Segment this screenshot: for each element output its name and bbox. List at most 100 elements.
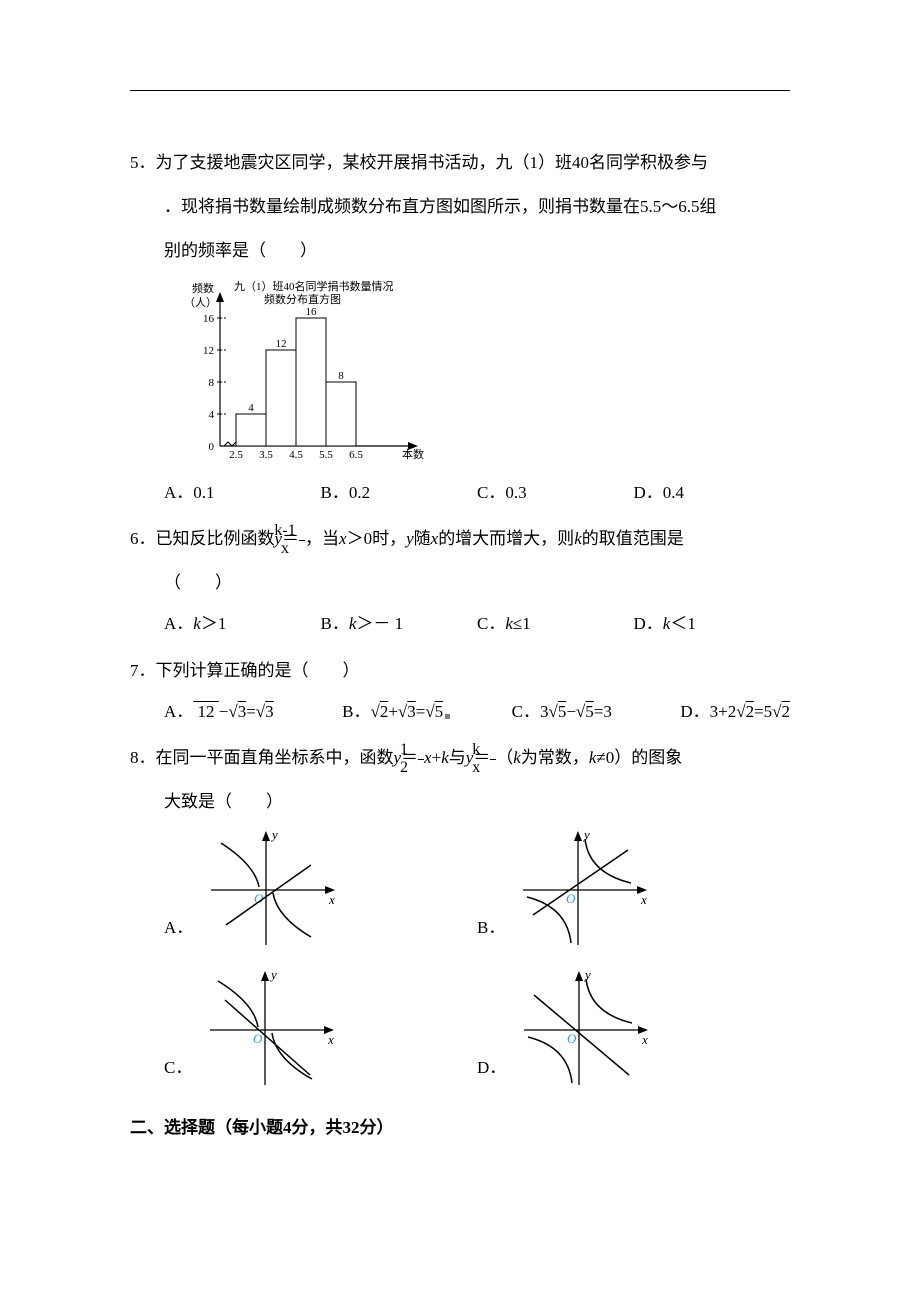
q6-opt-b: B．k＞－ 1 [321, 605, 478, 642]
svg-text:频数分布直方图: 频数分布直方图 [264, 292, 341, 306]
q8-p3: ≠0）的图象 [596, 748, 682, 767]
q7-number: 7． [130, 661, 156, 680]
q7-line1: 7．下列计算正确的是（ ） [130, 649, 790, 693]
q8-graph-row2: C． yxO D． yxO [164, 965, 790, 1095]
q5-line1: 5．为了支援地震灾区同学，某校开展捐书活动，九（1）班40名同学积极参与 [130, 141, 790, 185]
q6-oc-k: k [505, 614, 513, 633]
svg-text:12: 12 [203, 345, 214, 357]
q6-options: A．k＞1 B．k＞－ 1 C．k≤1 D．k＜1 [130, 605, 790, 642]
q6-ob-v: ＞－ 1 [356, 614, 403, 633]
q6-oc-v: ≤1 [513, 614, 531, 633]
q8-graph-c: y x O [200, 965, 340, 1095]
q8-graph-row1: A． yxO B． yxO [164, 825, 790, 955]
top-rule [130, 90, 790, 91]
q7-oa-l: A． [164, 702, 193, 721]
q6-y2: y [406, 529, 414, 548]
svg-text:y: y [583, 967, 591, 982]
q7-opt-c: C．3√5−√5=3 [512, 693, 612, 730]
svg-text:16: 16 [203, 313, 215, 325]
svg-text:0: 0 [209, 441, 215, 453]
q5-line2: ．现将捐书数量绘制成频数分布直方图如图所示，则捐书数量在5.5～6.5组 [130, 185, 790, 229]
svg-text:O: O [253, 1031, 263, 1046]
svg-text:4.5: 4.5 [289, 449, 303, 461]
q5-opt-d: D．0.4 [634, 474, 791, 511]
q8-graph-a: yxO [201, 825, 341, 955]
question-6: 6．已知反比例函数y＝k-1x，当x＞0时，y随x的增大而增大，则k的取值范围是… [130, 517, 790, 643]
svg-text:y: y [269, 967, 277, 982]
q6-number: 6． [130, 529, 156, 548]
svg-text:6.5: 6.5 [349, 449, 363, 461]
svg-text:（人）: （人） [184, 296, 217, 309]
q6-oa-l: A． [164, 614, 193, 633]
svg-text:8: 8 [338, 370, 344, 382]
q6-oa-v: ＞1 [201, 614, 227, 633]
q6-end2: 的取值范围是 [582, 529, 684, 548]
q7-opt-b: B．√2+√3=√5 [342, 693, 443, 730]
question-8: 8．在同一平面直角坐标系中，函数y＝12x+k与y＝kx（k为常数，k≠0）的图… [130, 736, 790, 1094]
q7-ob-l: B． [342, 702, 370, 721]
q6-mid: ，当 [305, 529, 339, 548]
q6-pre: 已知反比例函数 [156, 529, 275, 548]
q5-opt-c: C．0.3 [477, 474, 634, 511]
svg-text:4: 4 [209, 409, 215, 421]
q6-opt-d: D．k＜1 [634, 605, 791, 642]
q5-opt-a: A．0.1 [164, 474, 321, 511]
q8-mid: 与 [449, 748, 466, 767]
q8-line1: 8．在同一平面直角坐标系中，函数y＝12x+k与y＝kx（k为常数，k≠0）的图… [130, 736, 790, 780]
q6-od-l: D． [634, 614, 663, 633]
q7-options: A． 12 −√3=√3 B．√2+√3=√5 C．3√5−√5=3 D．3+2… [130, 693, 790, 730]
q8-label-d: D． [477, 1046, 506, 1094]
svg-text:5.5: 5.5 [319, 449, 333, 461]
q8-graph-b: yxO [513, 825, 653, 955]
q8-graph-d: y x O [514, 965, 654, 1095]
q8-label-b: B． [477, 906, 505, 954]
q5-number: 5． [130, 153, 156, 172]
q7-text: 下列计算正确的是（ ） [156, 661, 360, 680]
q5-options: A．0.1 B．0.2 C．0.3 D．0.4 [130, 474, 790, 511]
svg-text:x: x [327, 1032, 334, 1047]
q7-od-l: D． [680, 702, 709, 721]
svg-text:频数: 频数 [192, 281, 214, 295]
question-7: 7．下列计算正确的是（ ） A． 12 −√3=√3 B．√2+√3=√5 C．… [130, 649, 790, 731]
question-5: 5．为了支援地震灾区同学，某校开展捐书活动，九（1）班40名同学积极参与 ．现将… [130, 141, 790, 511]
svg-text:16: 16 [306, 306, 318, 318]
svg-text:x: x [640, 892, 647, 907]
q8-graph-b-cell: B． yxO [477, 825, 790, 955]
q8-graph-d-cell: D． y x O [477, 965, 790, 1095]
q8-graph-c-cell: C． yxO [164, 965, 477, 1095]
q6-od-v: ＜1 [670, 614, 696, 633]
q8-p1: （ [496, 748, 513, 767]
q6-k: k [574, 529, 582, 548]
q8-k2: k [513, 748, 521, 767]
svg-text:O: O [566, 891, 576, 906]
q7-opt-a: A． 12 −√3=√3 [164, 693, 274, 730]
q7-opt-d: D．3+2√2=5√2 [680, 693, 790, 730]
q8-number: 8． [130, 748, 156, 767]
q6-ob-l: B． [321, 614, 349, 633]
q6-opt-c: C．k≤1 [477, 605, 634, 642]
q8-label-a: A． [164, 906, 193, 954]
svg-text:本数: 本数 [402, 447, 424, 461]
q6-oc-l: C． [477, 614, 505, 633]
svg-text:九（1）班40名同学捐书数量情况: 九（1）班40名同学捐书数量情况 [234, 279, 394, 293]
svg-text:12: 12 [276, 338, 287, 350]
q8-k: k [441, 748, 449, 767]
q5-line3: 别的频率是（ ） [130, 229, 790, 273]
q8-x: x [424, 748, 432, 767]
svg-text:2.5: 2.5 [229, 449, 243, 461]
svg-text:O: O [567, 1031, 577, 1046]
q8-graph-a-cell: A． yxO [164, 825, 477, 955]
svg-text:x: x [641, 1032, 648, 1047]
q8-line2: 大致是（ ） [130, 780, 790, 824]
q6-paren: （ ） [130, 561, 790, 605]
q6-oa-k: k [193, 614, 201, 633]
q8-p2: 为常数， [521, 748, 589, 767]
q8-graphs: A． yxO B． yxO C． yxO D． yxO [130, 825, 790, 1095]
q8-pre: 在同一平面直角坐标系中，函数 [156, 748, 394, 767]
center-dot-icon [445, 714, 450, 719]
q6-opt-a: A．k＞1 [164, 605, 321, 642]
svg-text:4: 4 [248, 402, 254, 414]
q6-line1: 6．已知反比例函数y＝k-1x，当x＞0时，y随x的增大而增大，则k的取值范围是 [130, 517, 790, 561]
svg-text:3.5: 3.5 [259, 449, 273, 461]
svg-text:x: x [328, 892, 335, 907]
